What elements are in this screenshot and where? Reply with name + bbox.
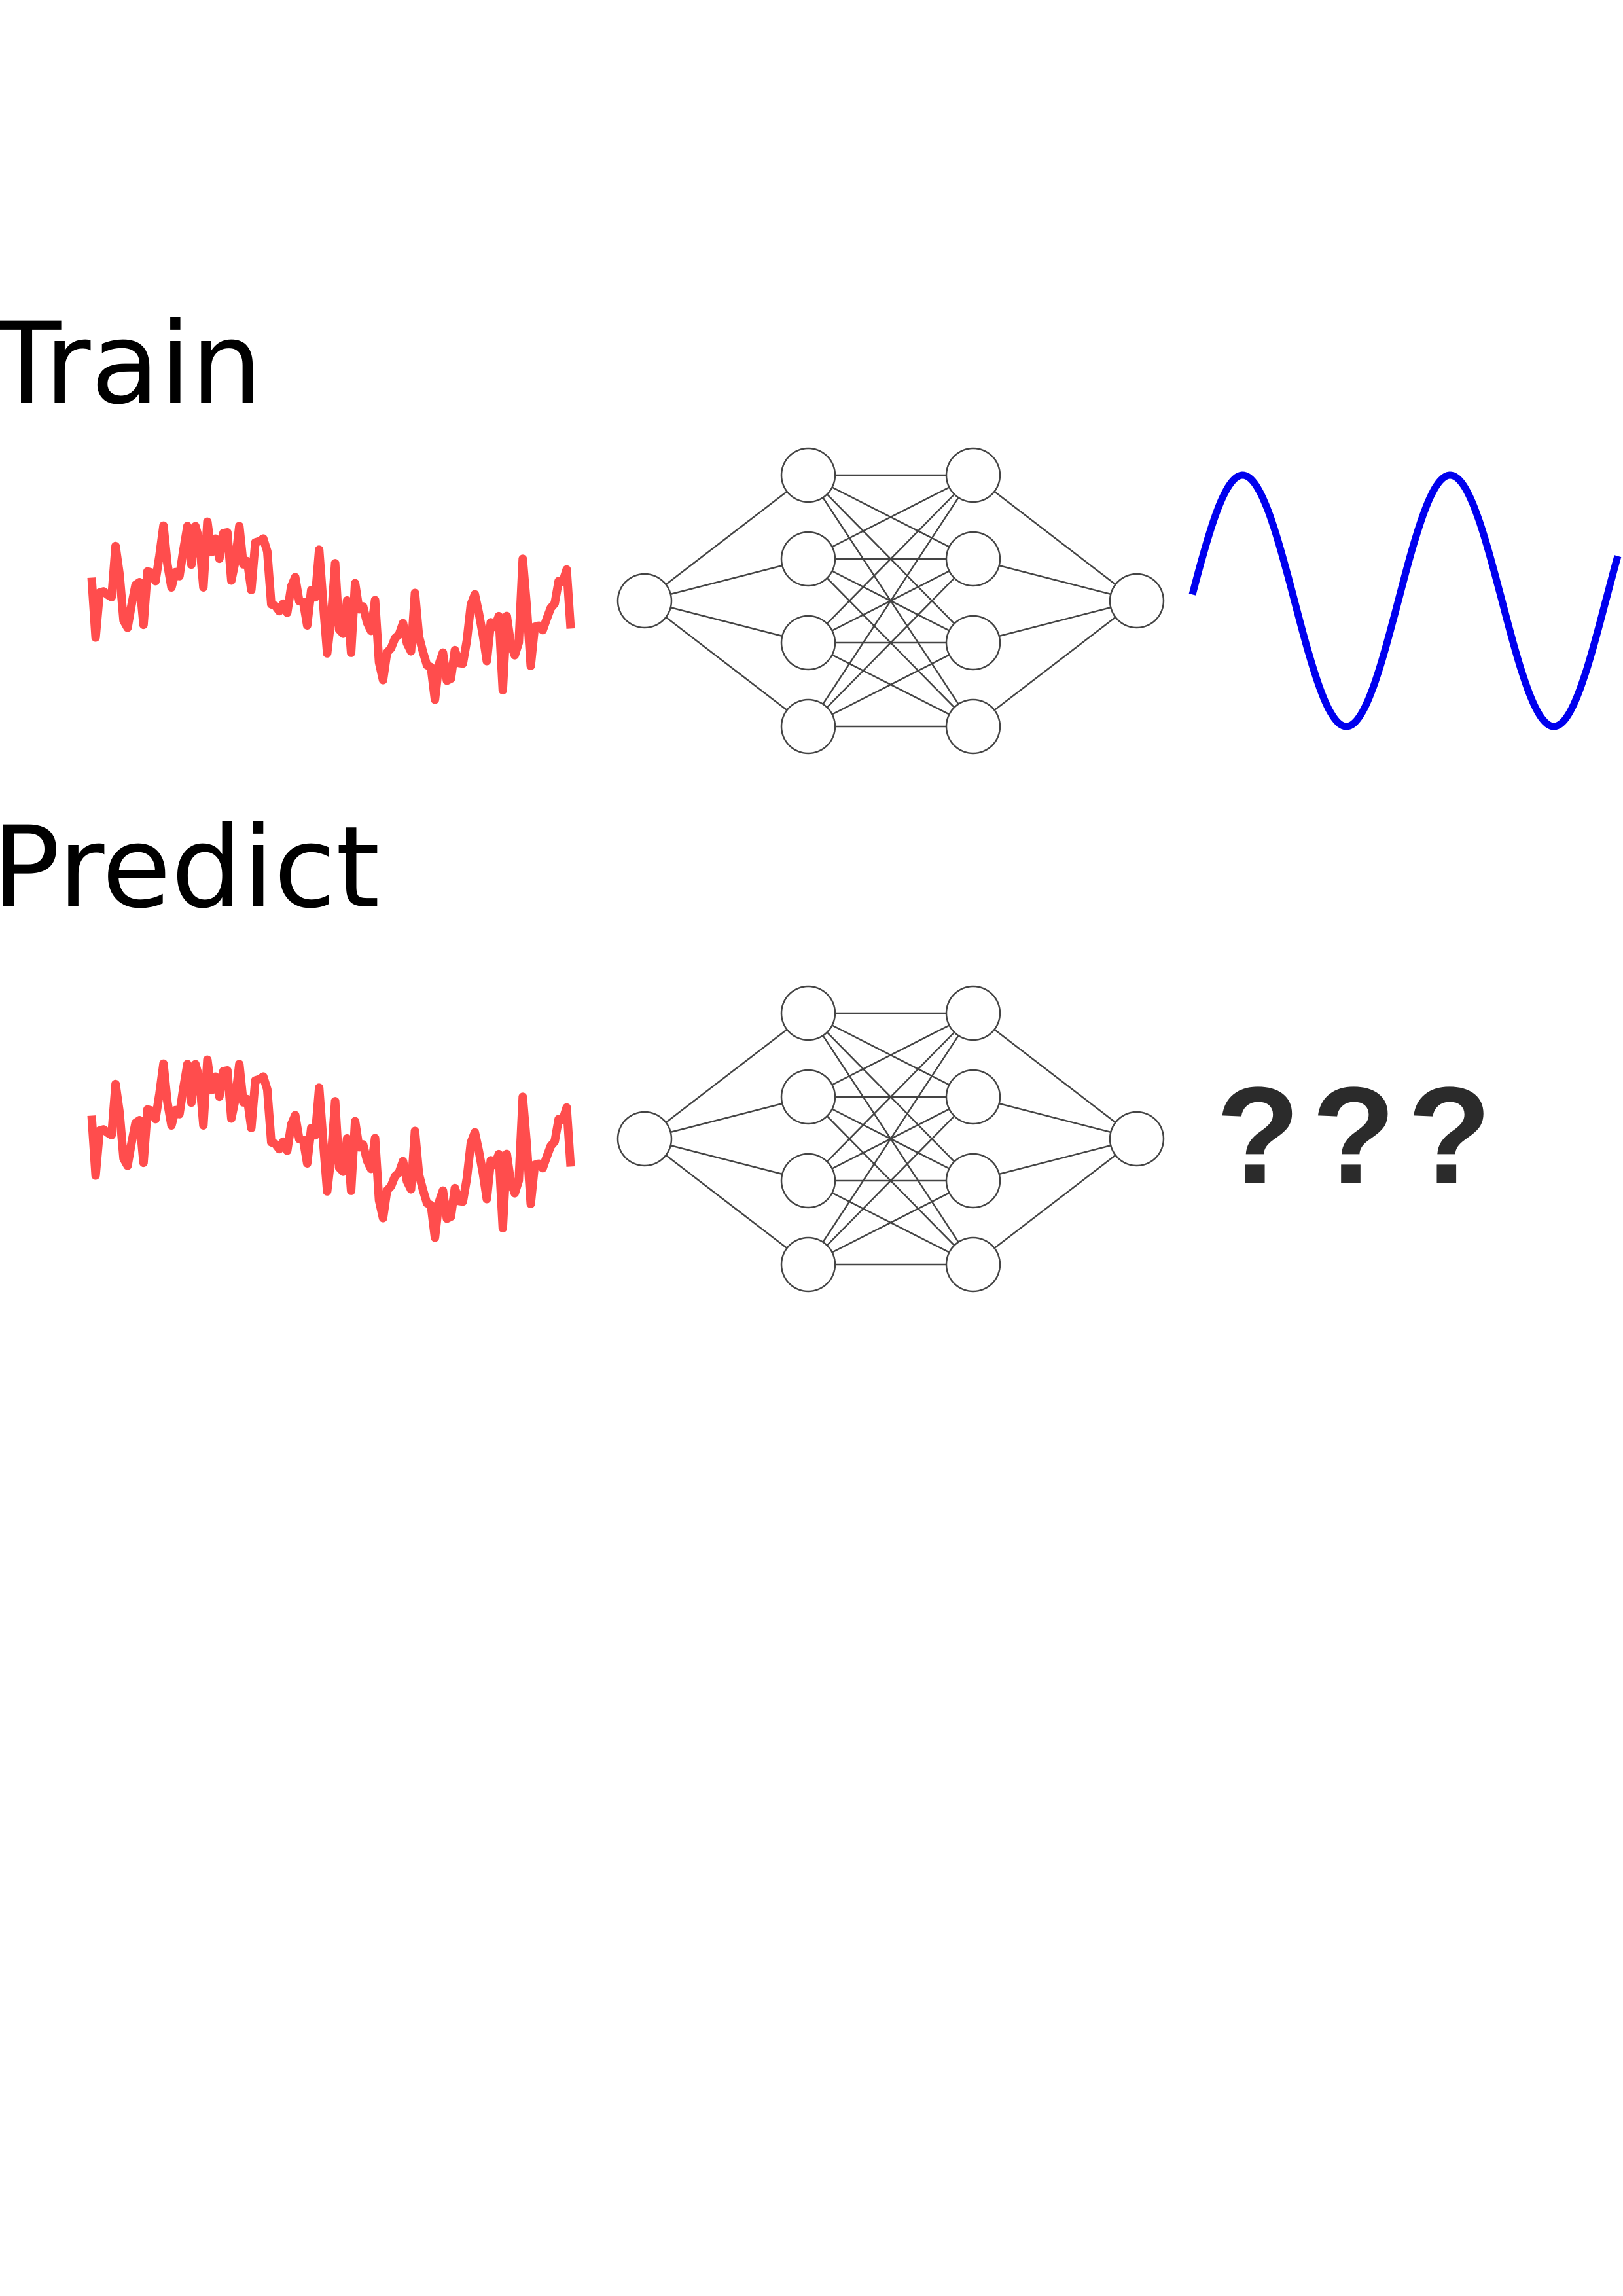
network-edge (808, 558, 974, 727)
noisy-signal-icon (87, 1055, 575, 1242)
network-node (945, 1069, 1001, 1125)
predict-label: Predict (0, 802, 380, 933)
network-node (780, 447, 836, 503)
network-node (1109, 573, 1165, 629)
network-edge (808, 1179, 974, 1266)
network-node (780, 985, 836, 1041)
sine-wave-icon (1188, 471, 1622, 730)
network-node (945, 531, 1001, 587)
network-edge (644, 600, 809, 727)
network-node (945, 615, 1001, 671)
network-edge (808, 474, 974, 560)
network-edge (644, 1096, 809, 1140)
network-edge (644, 1138, 809, 1182)
network-edge (972, 1013, 1137, 1139)
network-node (780, 531, 836, 587)
train-pipeline (87, 447, 1622, 755)
network-edge (808, 1096, 974, 1265)
network-node (945, 985, 1001, 1041)
neural-network-icon (616, 447, 1165, 755)
predict-pipeline (87, 985, 1165, 1293)
network-edge (808, 1012, 974, 1098)
network-edge (972, 558, 1137, 602)
network-edge (644, 475, 809, 601)
network-edge (808, 1013, 974, 1181)
network-node (780, 1153, 836, 1209)
train-label: Train (0, 298, 262, 429)
network-edge (972, 600, 1137, 644)
network-edge (972, 1138, 1137, 1182)
network-edge (644, 600, 809, 644)
neural-network-icon (616, 985, 1165, 1293)
noisy-signal-icon (87, 517, 575, 704)
network-edge (807, 1013, 974, 1265)
network-node (780, 1236, 836, 1293)
network-edge (808, 641, 974, 728)
network-edge (972, 1138, 1137, 1265)
network-node (780, 615, 836, 671)
network-node (945, 447, 1001, 503)
network-node (780, 1069, 836, 1125)
network-node (616, 1111, 673, 1167)
network-node (945, 1153, 1001, 1209)
network-node (616, 573, 673, 629)
network-edge (972, 475, 1137, 601)
network-edge (644, 558, 809, 602)
network-node (945, 698, 1001, 755)
network-node (1109, 1111, 1165, 1167)
network-edge (644, 1013, 809, 1139)
network-edge (807, 475, 974, 727)
network-node (945, 1236, 1001, 1293)
network-edge (972, 1096, 1137, 1140)
network-node (780, 698, 836, 755)
network-edge (644, 1138, 809, 1265)
unknown-output-text: ??? (1216, 1058, 1503, 1212)
network-edge (808, 475, 974, 643)
network-edge (972, 600, 1137, 727)
